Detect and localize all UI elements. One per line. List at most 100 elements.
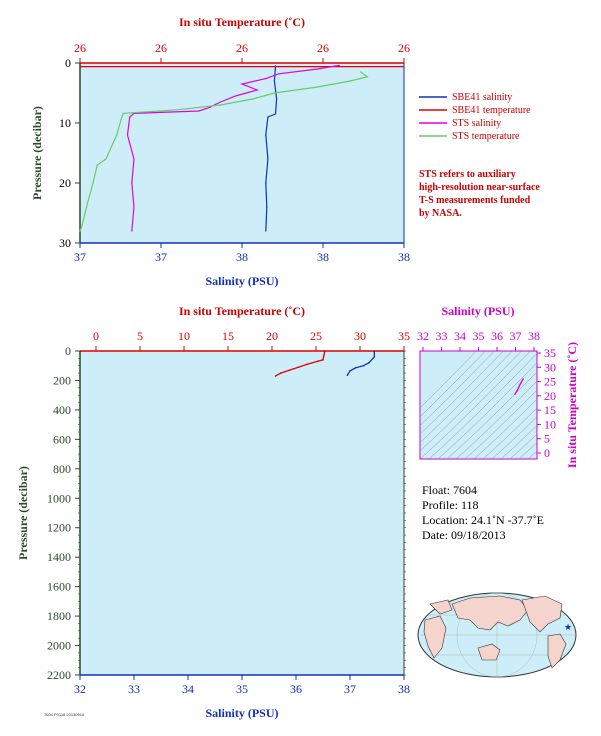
top-pressure-axis-title: Pressure (decibar) bbox=[30, 106, 44, 200]
ts-density-contour bbox=[518, 442, 537, 459]
ts-density-contours bbox=[420, 351, 537, 459]
top-sal-tick-label: 37 bbox=[74, 250, 86, 264]
bottom-series-layer bbox=[274, 350, 376, 377]
ts-temp-tick-label: 5 bbox=[544, 432, 550, 446]
ts-density-contour bbox=[464, 389, 537, 459]
bottom-series-point bbox=[288, 369, 291, 371]
bottom-series-point bbox=[322, 359, 324, 361]
location: Location: 24.1˚N -37.7˚E bbox=[422, 513, 544, 527]
date: Date: 09/18/2013 bbox=[422, 528, 506, 542]
ts-density-contour bbox=[420, 351, 522, 452]
top-plot-area bbox=[79, 62, 405, 244]
top-series-point bbox=[176, 109, 178, 111]
ts-density-contour bbox=[428, 353, 537, 459]
ts-sal-tick-label: 35 bbox=[473, 329, 485, 343]
top-series-point bbox=[122, 112, 124, 114]
ts-sal-tick-label: 34 bbox=[454, 329, 466, 343]
bottom-pressure-tick-label: 400 bbox=[53, 403, 71, 417]
top-series-point bbox=[267, 116, 269, 118]
profile-number: Profile: 118 bbox=[422, 498, 479, 512]
top-pressure-tick-label: 10 bbox=[59, 116, 71, 130]
ts-series-0 bbox=[514, 378, 525, 396]
top-series-point bbox=[131, 230, 133, 232]
top-series-point bbox=[278, 73, 280, 75]
sts-note-line-2: high-resolution near-surface bbox=[419, 182, 540, 193]
top-sal-tick-label: 37 bbox=[155, 250, 167, 264]
top-series-point bbox=[219, 101, 221, 103]
top-series-point bbox=[265, 134, 267, 136]
north-america-landmass bbox=[521, 595, 563, 633]
top-series-point bbox=[96, 164, 98, 166]
top-series-point bbox=[92, 182, 94, 184]
top-series-point bbox=[129, 116, 131, 118]
top-temp-axis-title: In situ Temperature (˚C) bbox=[179, 15, 305, 29]
ts-density-contour bbox=[473, 398, 537, 459]
ts-temp-axis-title: In situ Temperature (˚C) bbox=[565, 342, 579, 468]
bottom-series-point bbox=[368, 361, 370, 364]
ts-density-contour bbox=[420, 351, 513, 443]
bottom-axis-ticks: 0 5 10 15 20 25 30 35 32 33 34 35 36 37 38 0 200 400 600 80… bbox=[47, 329, 410, 696]
top-series-point bbox=[133, 206, 135, 208]
top-sal-tick-label: 38 bbox=[398, 250, 410, 264]
south-america-landmass bbox=[547, 633, 567, 669]
top-pressure-tick-label: 0 bbox=[65, 56, 71, 70]
top-series-point bbox=[120, 119, 122, 121]
top-series-point bbox=[209, 106, 211, 108]
ts-density-contour bbox=[420, 351, 477, 409]
australia-landmass bbox=[477, 643, 501, 661]
bottom-temp-tick-label: 10 bbox=[178, 329, 190, 343]
ts-density-contour bbox=[420, 351, 486, 418]
ts-temp-tick-label: 20 bbox=[544, 389, 556, 403]
top-series-point bbox=[274, 113, 277, 115]
bottom-series-point bbox=[306, 363, 309, 366]
bottom-sal-tick-label: 36 bbox=[290, 682, 302, 696]
top-series-point bbox=[366, 76, 368, 78]
ts-density-contour bbox=[509, 433, 537, 459]
bottom-series-point bbox=[354, 367, 357, 369]
bottom-temp-tick-label: 25 bbox=[310, 329, 322, 343]
top-profile-panel: 26 26 26 26 26 37 37 38 38 38 0 10 20 30 In situ Temp… bbox=[30, 15, 410, 288]
top-series-point bbox=[265, 78, 267, 80]
bottom-series-point bbox=[373, 350, 376, 352]
ts-density-contour bbox=[482, 407, 537, 459]
top-sal-axis-title: Salinity (PSU) bbox=[205, 274, 278, 288]
bottom-sal-tick-label: 34 bbox=[182, 682, 194, 696]
ts-density-contour bbox=[420, 351, 495, 426]
ts-density-contour bbox=[420, 351, 531, 459]
top-series-point bbox=[85, 206, 88, 208]
legend-label: STS salinity bbox=[452, 118, 501, 129]
top-series-point bbox=[252, 98, 254, 100]
legend-label: STS temperature bbox=[452, 131, 520, 142]
bottom-temp-tick-label: 35 bbox=[398, 329, 410, 343]
top-temp-tick-label: 26 bbox=[317, 41, 329, 55]
ts-density-contour bbox=[500, 425, 537, 459]
legend-label: SBE41 temperature bbox=[452, 105, 531, 116]
top-series-point bbox=[265, 182, 267, 184]
top-series-point bbox=[198, 110, 200, 112]
top-series-point bbox=[219, 104, 221, 106]
top-series-point bbox=[266, 206, 268, 208]
ts-sal-tick-label: 32 bbox=[417, 329, 429, 343]
bottom-temp-axis-title: In situ Temperature (˚C) bbox=[179, 304, 305, 318]
sts-note: STS refers to auxiliary high-resolution … bbox=[419, 169, 540, 219]
top-series-point bbox=[317, 68, 319, 70]
ts-temp-tick-label: 15 bbox=[544, 403, 556, 417]
top-series-layer bbox=[79, 64, 404, 232]
top-series-point bbox=[256, 89, 258, 91]
ts-sal-tick-label: 36 bbox=[491, 329, 503, 343]
top-pressure-tick-label: 30 bbox=[59, 236, 71, 250]
top-pressure-tick-label: 20 bbox=[59, 176, 71, 190]
ts-series-layer bbox=[514, 378, 525, 396]
bottom-series-point bbox=[349, 370, 351, 372]
ts-sal-tick-label: 38 bbox=[528, 329, 540, 343]
bottom-series-point bbox=[324, 350, 326, 352]
float-id: Float: 7604 bbox=[422, 483, 477, 497]
asia-landmass bbox=[451, 595, 529, 631]
top-temp-tick-label: 26 bbox=[398, 41, 410, 55]
sts-note-line-4: by NASA. bbox=[419, 208, 462, 219]
top-temp-tick-label: 26 bbox=[155, 41, 167, 55]
map-land bbox=[423, 595, 567, 669]
top-series-point bbox=[317, 86, 319, 88]
ts-density-contour bbox=[446, 371, 537, 459]
